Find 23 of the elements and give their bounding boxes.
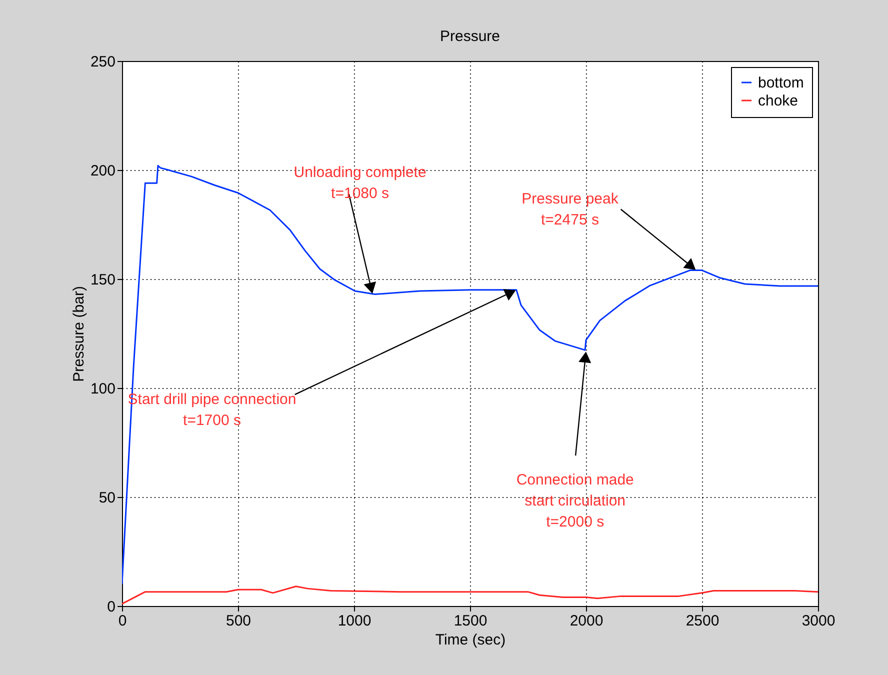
x-tick-label: 500 bbox=[226, 612, 252, 630]
line-series bbox=[122, 586, 818, 605]
x-axis-title: Time (sec) bbox=[435, 632, 506, 648]
y-tick-label: 150 bbox=[90, 272, 116, 288]
x-tick-label: 1000 bbox=[338, 612, 372, 630]
x-tick-label: 0 bbox=[118, 612, 127, 630]
y-tick-label: 0 bbox=[107, 598, 116, 616]
legend-label: bottom bbox=[758, 74, 804, 92]
y-tick-label: 200 bbox=[90, 162, 116, 180]
y-tick-label: 50 bbox=[98, 490, 116, 506]
y-tick-label: 250 bbox=[90, 54, 116, 70]
line-series bbox=[122, 164, 818, 585]
y-tick-label: 100 bbox=[90, 380, 116, 398]
x-tick-label: 2000 bbox=[570, 612, 604, 630]
annotation: Unloading complete t=1080 s bbox=[294, 164, 426, 202]
annotation: Connection made start circulation t=2000 s bbox=[516, 472, 634, 531]
annotation: Pressure peak t=2475 s bbox=[522, 190, 619, 228]
x-tick-label: 1500 bbox=[454, 612, 488, 630]
x-tick-label: 2500 bbox=[686, 612, 720, 630]
chart-title: Pressure bbox=[440, 28, 500, 45]
x-tick-label: 3000 bbox=[802, 612, 836, 630]
legend-label: choke bbox=[758, 92, 798, 110]
y-axis-title: Pressure (bar) bbox=[70, 286, 88, 382]
